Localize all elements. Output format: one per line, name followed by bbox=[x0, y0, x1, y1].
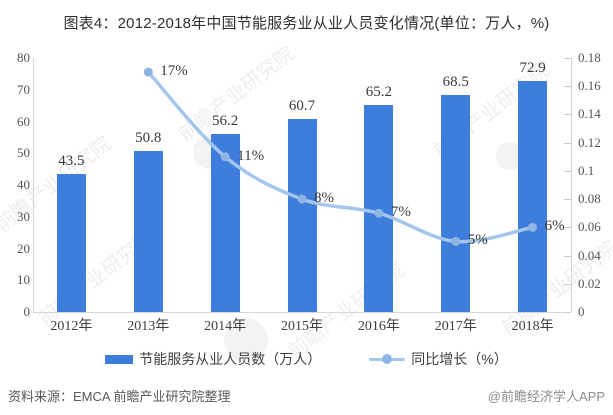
axis-line-left bbox=[33, 58, 34, 312]
bar bbox=[518, 80, 548, 312]
x-axis-label: 2018年 bbox=[511, 319, 554, 334]
legend-item-growth: 同比增长（%） bbox=[369, 349, 508, 369]
chart-title: 图表4：2012-2018年中国节能服务业从业人员变化情况(单位：万人，%) bbox=[63, 15, 550, 32]
bar bbox=[441, 94, 471, 312]
bar-value-label: 68.5 bbox=[442, 73, 469, 90]
left-axis-tick-label: 50 bbox=[17, 145, 30, 161]
left-axis-tick-label: 20 bbox=[17, 240, 30, 256]
bar bbox=[287, 119, 317, 312]
bar bbox=[364, 104, 394, 312]
right-axis-tick bbox=[564, 170, 571, 172]
line-point-label: 5% bbox=[467, 232, 488, 249]
line-point bbox=[220, 152, 230, 162]
left-axis-tick-label: 80 bbox=[17, 50, 30, 65]
line-point-label: 8% bbox=[314, 190, 334, 207]
right-axis-tick-label: 0.18 bbox=[578, 50, 601, 65]
line-point bbox=[451, 236, 461, 246]
right-axis-tick-label: 0.12 bbox=[578, 134, 601, 150]
axis-line-right bbox=[571, 58, 572, 312]
right-axis-tick-label: 0.06 bbox=[578, 219, 601, 235]
legend-label-growth: 同比增长（%） bbox=[411, 351, 508, 367]
bar-value-label: 43.5 bbox=[58, 152, 85, 169]
right-axis-tick bbox=[564, 283, 571, 285]
left-axis-tick-label: 70 bbox=[17, 81, 30, 97]
bar-value-label: 72.9 bbox=[519, 59, 546, 76]
bar-value-label: 60.7 bbox=[288, 98, 316, 115]
bar bbox=[133, 150, 163, 312]
legend-item-employees: 节能服务从业人员数（万人） bbox=[105, 349, 321, 369]
right-axis-tick-label: 0.14 bbox=[578, 106, 601, 122]
line-point bbox=[143, 67, 153, 77]
x-axis-label: 2014年 bbox=[204, 319, 247, 334]
right-axis-tick bbox=[564, 199, 571, 201]
right-axis-tick bbox=[564, 255, 571, 257]
right-axis-tick bbox=[564, 227, 571, 229]
bar-value-label: 56.2 bbox=[212, 112, 239, 129]
right-axis-tick-label: 0.04 bbox=[578, 247, 601, 263]
left-axis-tick-label: 30 bbox=[17, 208, 30, 224]
x-axis-label: 2012年 bbox=[50, 319, 93, 334]
x-axis-label: 2013年 bbox=[127, 319, 170, 334]
x-axis-label: 2017年 bbox=[434, 319, 477, 334]
left-axis-tick-label: 0 bbox=[23, 304, 31, 319]
bar-value-label: 50.8 bbox=[135, 129, 162, 146]
right-axis-tick bbox=[564, 114, 571, 116]
brand-note: @前瞻经济学人APP bbox=[487, 389, 605, 404]
source-note: 资料来源：EMCA 前瞻产业研究院整理 bbox=[8, 389, 231, 404]
bar-series-swatch-icon bbox=[105, 354, 134, 364]
right-axis-tick bbox=[564, 58, 571, 59]
right-axis-tick bbox=[564, 86, 571, 88]
bar-value-label: 65.2 bbox=[365, 83, 392, 100]
bar bbox=[56, 173, 86, 312]
left-axis-tick-label: 60 bbox=[17, 113, 30, 129]
right-axis-tick bbox=[564, 142, 571, 144]
line-point-label: 17% bbox=[160, 63, 188, 80]
line-point-label: 6% bbox=[544, 218, 565, 235]
right-axis-tick bbox=[564, 312, 571, 313]
line-series-swatch-icon bbox=[369, 354, 406, 365]
right-axis-tick-label: 0.08 bbox=[578, 191, 601, 207]
line-point bbox=[374, 208, 384, 218]
line-point-label: 11% bbox=[237, 147, 265, 164]
left-axis-tick-label: 10 bbox=[17, 272, 30, 288]
axis-line-bottom bbox=[33, 312, 571, 313]
line-point bbox=[528, 222, 538, 232]
x-axis-label: 2015年 bbox=[280, 319, 323, 334]
line-point bbox=[297, 194, 307, 204]
right-axis-tick-label: 0.1 bbox=[578, 162, 595, 178]
right-axis-tick-label: 0.16 bbox=[578, 78, 601, 94]
x-axis-label: 2016年 bbox=[357, 319, 400, 334]
right-axis-tick-label: 0 bbox=[578, 304, 585, 319]
line-point-label: 7% bbox=[390, 204, 411, 221]
legend-label-employees: 节能服务从业人员数（万人） bbox=[139, 351, 322, 367]
legend: 节能服务从业人员数（万人） 同比增长（%） bbox=[0, 349, 613, 369]
left-axis-tick-label: 40 bbox=[17, 177, 30, 192]
trend-line bbox=[146, 70, 535, 244]
right-axis-tick-label: 0.02 bbox=[578, 275, 601, 291]
